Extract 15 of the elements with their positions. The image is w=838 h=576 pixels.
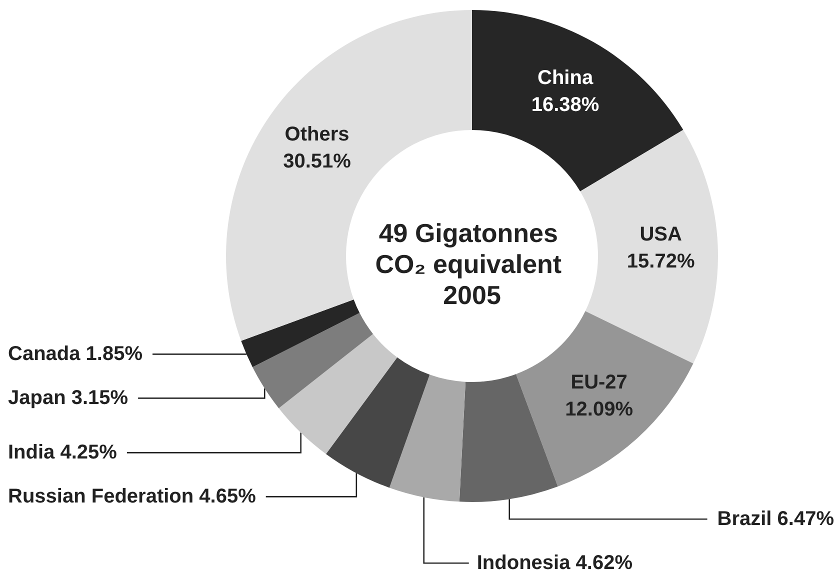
data-label: 15.72% <box>626 250 695 272</box>
slice-label: USA <box>640 223 682 246</box>
slice-label: Brazil 6.47% <box>717 508 834 530</box>
data-label: 12.09% <box>565 398 634 420</box>
data-label: 30.51% <box>283 150 352 172</box>
slice-label: Russian Federation 4.65% <box>8 486 256 508</box>
data-label: 16.38% <box>531 94 600 116</box>
text: 49 Gigatonnes CO₂ equivalent 2005 <box>375 218 569 310</box>
slice-label: EU-27 <box>570 371 628 394</box>
slice-label: India 4.25% <box>8 442 118 464</box>
slice-label: China <box>538 67 594 90</box>
slice-label: Japan 3.15% <box>8 387 128 410</box>
slice-label: Canada 1.85% <box>8 343 143 366</box>
slice-label: Others <box>284 123 350 146</box>
slice-label: Indonesia 4.62% <box>476 552 633 574</box>
